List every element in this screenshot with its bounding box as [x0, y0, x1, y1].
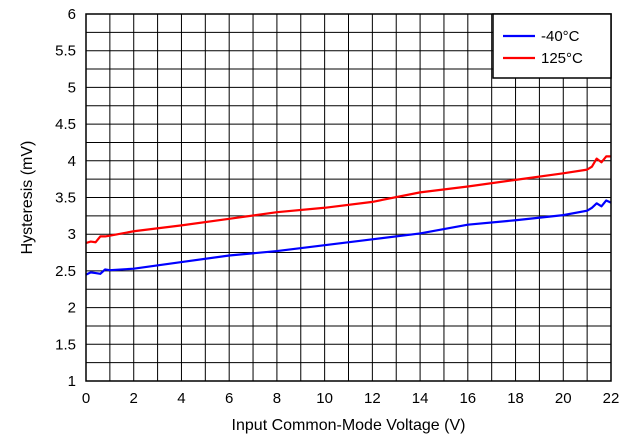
x-tick-label: 12 [364, 390, 381, 407]
x-tick-label: 14 [412, 390, 429, 407]
x-tick-label: 8 [273, 390, 281, 407]
y-tick-label: 3 [68, 226, 76, 243]
y-tick-label: 5.5 [55, 43, 76, 60]
plot-frame [85, 13, 612, 382]
x-tick-label: 20 [555, 390, 572, 407]
x-axis-ticks: 0 2 4 6 8 10 12 14 16 18 20 22 [82, 390, 620, 407]
x-tick-label: 10 [316, 390, 333, 407]
x-tick-label: 0 [82, 390, 90, 407]
y-tick-label: 6 [68, 6, 76, 23]
x-tick-label: 22 [603, 390, 620, 407]
x-tick-label: 16 [459, 390, 476, 407]
series-layer [85, 155, 612, 276]
x-axis-label: Input Common-Mode Voltage (V) [232, 417, 466, 434]
y-tick-label: 1 [68, 373, 76, 390]
y-tick-label: 4 [68, 153, 76, 170]
x-tick-label: 2 [130, 390, 138, 407]
legend-label: -40°C [541, 28, 580, 45]
legend: -40°C 125°C [492, 13, 612, 79]
y-axis-ticks: 1 1.5 2 2.5 3 3.5 4 4.5 5 5.5 6 [55, 6, 76, 390]
y-tick-label: 2 [68, 300, 76, 317]
y-tick-label: 3.5 [55, 190, 76, 207]
x-tick-label: 18 [507, 390, 524, 407]
y-tick-label: 2.5 [55, 263, 76, 280]
series-line-minus40c [85, 199, 612, 276]
y-axis-label: Hysteresis (mV) [19, 141, 36, 255]
y-tick-label: 5 [68, 79, 76, 96]
series-line-125c [85, 155, 611, 245]
y-tick-label: 1.5 [55, 336, 76, 353]
x-tick-label: 6 [225, 390, 233, 407]
x-tick-label: 4 [177, 390, 185, 407]
legend-box [492, 13, 612, 79]
y-tick-label: 4.5 [55, 116, 76, 133]
legend-label: 125°C [541, 50, 583, 67]
